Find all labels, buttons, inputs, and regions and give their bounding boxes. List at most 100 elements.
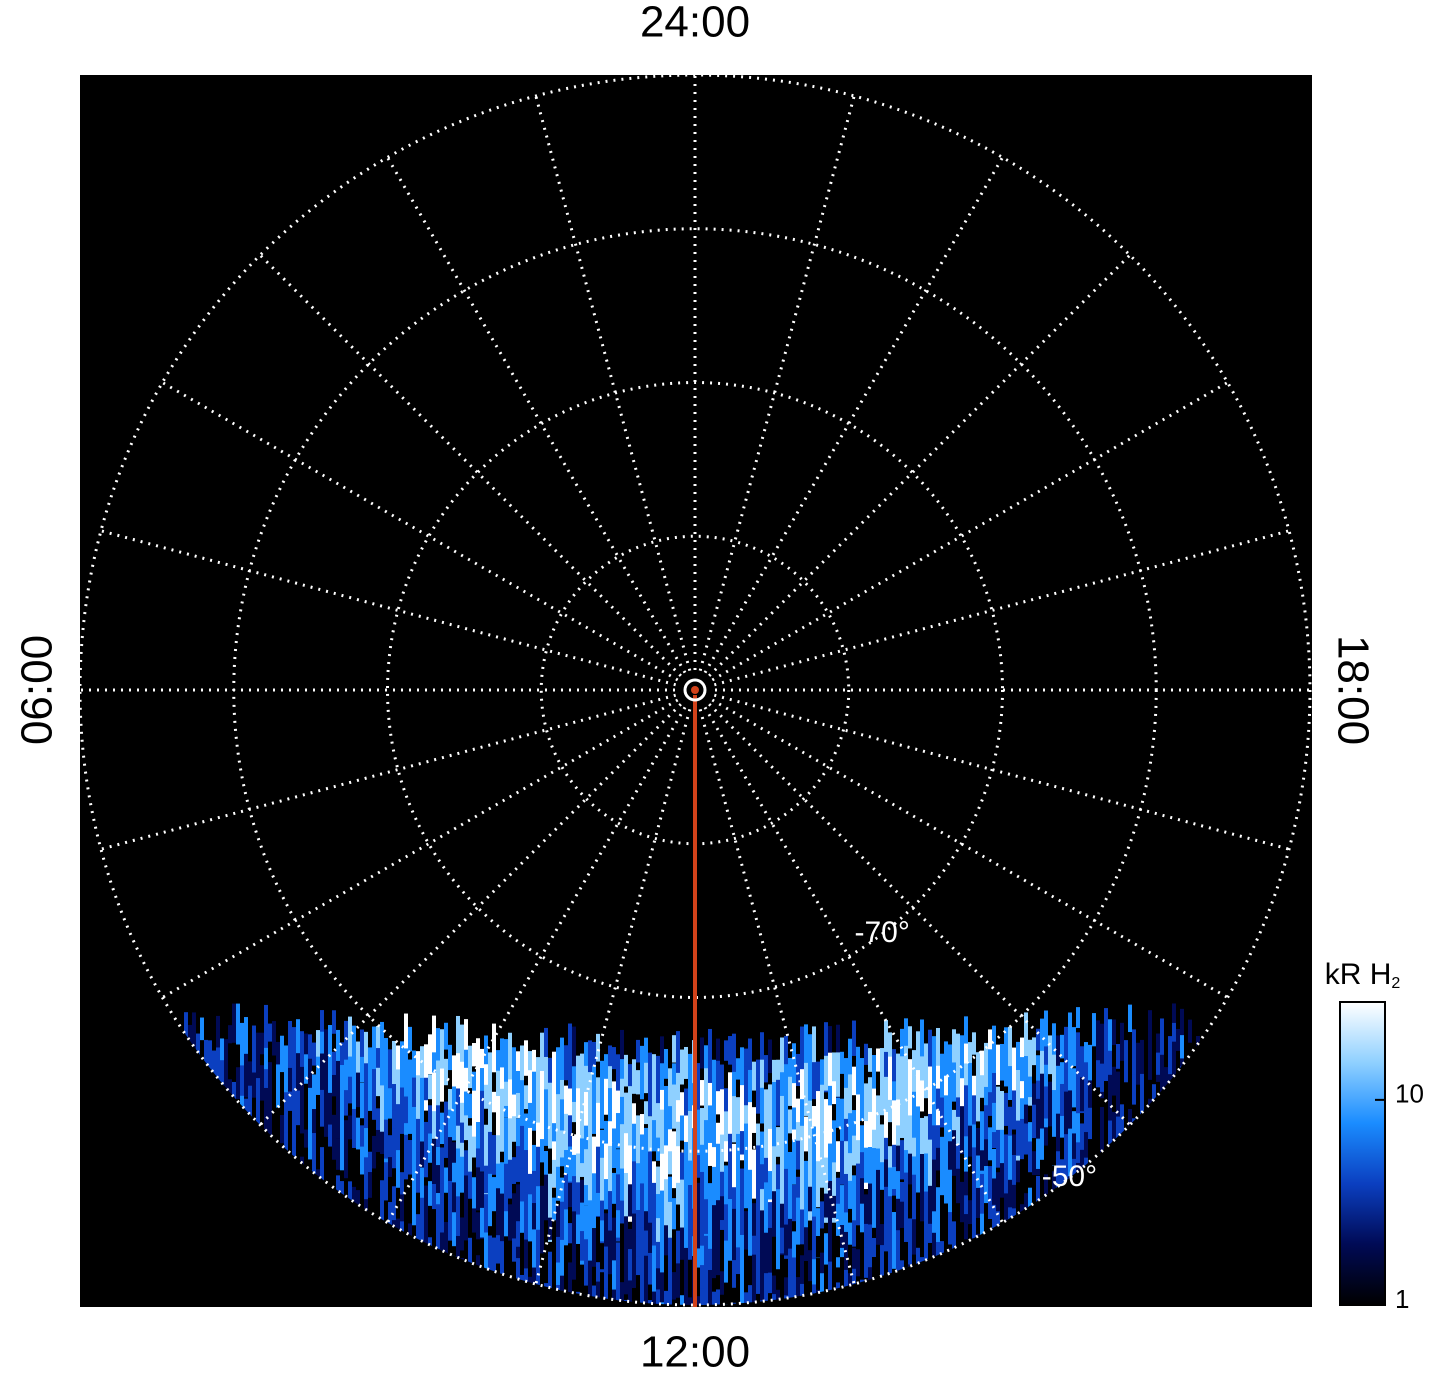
- aurora-pixel: [980, 1075, 984, 1098]
- aurora-pixel: [684, 1046, 688, 1079]
- aurora-pixel: [232, 1003, 236, 1043]
- aurora-pixel: [584, 1285, 588, 1305]
- aurora-pixel: [256, 1032, 260, 1101]
- aurora-pixel: [644, 1230, 648, 1256]
- aurora-pixel: [980, 1150, 984, 1171]
- aurora-pixel: [1184, 1303, 1188, 1305]
- aurora-pixel: [244, 1017, 248, 1080]
- aurora-pixel: [352, 1108, 356, 1152]
- aurora-pixel: [904, 1241, 908, 1265]
- aurora-pixel: [344, 1020, 348, 1082]
- aurora-pixel: [1172, 1041, 1176, 1090]
- aurora-pixel: [688, 1110, 692, 1143]
- aurora-pixel: [572, 1026, 576, 1092]
- aurora-pixel: [760, 1087, 764, 1124]
- aurora-pixel: [1000, 1163, 1004, 1199]
- aurora-pixel: [1012, 1090, 1016, 1130]
- aurora-pixel: [780, 1155, 784, 1219]
- aurora-pixel: [1000, 1301, 1004, 1305]
- aurora-pixel: [472, 1177, 476, 1230]
- aurora-pixel: [848, 1180, 852, 1209]
- aurora-pixel: [400, 1133, 404, 1175]
- aurora-pixel: [596, 1281, 600, 1305]
- colorbar-label-sub: 2: [1391, 975, 1400, 992]
- aurora-pixel: [748, 1169, 752, 1229]
- aurora-pixel: [440, 1029, 444, 1094]
- aurora-pixel: [516, 1221, 520, 1247]
- aurora-pixel: [492, 1177, 496, 1212]
- aurora-pixel: [796, 1140, 800, 1170]
- aurora-pixel: [776, 1289, 780, 1305]
- aurora-pixel: [900, 1227, 904, 1264]
- aurora-pixel: [224, 1039, 228, 1105]
- aurora-pixel: [408, 1140, 412, 1188]
- aurora-pixel: [272, 1301, 276, 1305]
- aurora-pixel: [784, 1131, 788, 1195]
- latitude-circle: [386, 381, 1004, 999]
- aurora-pixel: [760, 1189, 764, 1221]
- aurora-pixel: [552, 1159, 556, 1188]
- aurora-pixel: [1180, 1035, 1184, 1059]
- aurora-pixel: [492, 1023, 496, 1051]
- aurora-pixel: [820, 1084, 824, 1152]
- aurora-pixel: [428, 1074, 432, 1100]
- aurora-pixel: [704, 1199, 708, 1234]
- aurora-pixel: [976, 1187, 980, 1218]
- aurora-pixel: [384, 1301, 388, 1305]
- aurora-pixel: [520, 1045, 524, 1092]
- aurora-pixel: [712, 1059, 716, 1122]
- aurora-pixel: [744, 1292, 748, 1305]
- aurora-pixel: [824, 1055, 828, 1091]
- aurora-pixel: [792, 1107, 796, 1130]
- aurora-pixel: [964, 1136, 968, 1202]
- aurora-pixel: [1116, 1092, 1120, 1127]
- aurora-pixel: [436, 1028, 440, 1085]
- aurora-pixel: [416, 1152, 420, 1208]
- aurora-pixel: [1052, 1054, 1056, 1091]
- aurora-pixel: [824, 1099, 828, 1150]
- aurora-pixel: [672, 1229, 676, 1303]
- aurora-pixel: [816, 1236, 820, 1258]
- aurora-pixel: [296, 1053, 300, 1105]
- aurora-pixel: [456, 1148, 460, 1202]
- aurora-pixel: [360, 1146, 364, 1198]
- aurora-pixel: [656, 1289, 660, 1305]
- aurora-pixel: [676, 1263, 680, 1305]
- aurora-pixel: [608, 1066, 612, 1094]
- aurora-pixel: [376, 1025, 380, 1066]
- aurora-pixel: [968, 1125, 972, 1157]
- aurora-pixel: [1020, 1057, 1024, 1082]
- aurora-pixel: [228, 1300, 232, 1305]
- aurora-pixel: [764, 1113, 768, 1174]
- aurora-pixel: [656, 1103, 660, 1158]
- aurora-pixel: [408, 1096, 412, 1134]
- aurora-pixel: [496, 1235, 500, 1268]
- aurora-pixel: [512, 1157, 516, 1184]
- colorbar-tick-label: 10: [1395, 1079, 1424, 1109]
- aurora-pixel: [304, 1033, 308, 1069]
- aurora-pixel: [528, 1127, 532, 1195]
- pole-marker: [683, 678, 707, 702]
- aurora-pixel: [564, 1209, 568, 1278]
- aurora-pixel: [876, 1048, 880, 1072]
- aurora-pixel: [700, 1037, 704, 1069]
- aurora-pixel: [472, 1043, 476, 1067]
- aurora-pixel: [360, 1056, 364, 1083]
- aurora-pixel: [788, 1109, 792, 1134]
- aurora-pixel: [1028, 1141, 1032, 1173]
- aurora-pixel: [452, 1300, 456, 1305]
- latitude-label: -50°: [1042, 1160, 1097, 1193]
- aurora-pixel: [588, 1040, 592, 1100]
- hour-label: 06:00: [13, 635, 62, 745]
- aurora-pixel: [1056, 1035, 1060, 1080]
- aurora-pixel: [392, 1128, 396, 1157]
- aurora-pixel: [1076, 1113, 1080, 1163]
- aurora-pixel: [668, 1151, 672, 1175]
- aurora-pixel: [960, 1106, 964, 1157]
- aurora-pixel: [732, 1208, 736, 1244]
- aurora-pixel: [444, 1167, 448, 1193]
- aurora-pixel: [568, 1183, 572, 1208]
- aurora-pixel: [912, 1050, 916, 1101]
- aurora-pixel: [764, 1232, 768, 1305]
- aurora-pixel: [980, 1173, 984, 1231]
